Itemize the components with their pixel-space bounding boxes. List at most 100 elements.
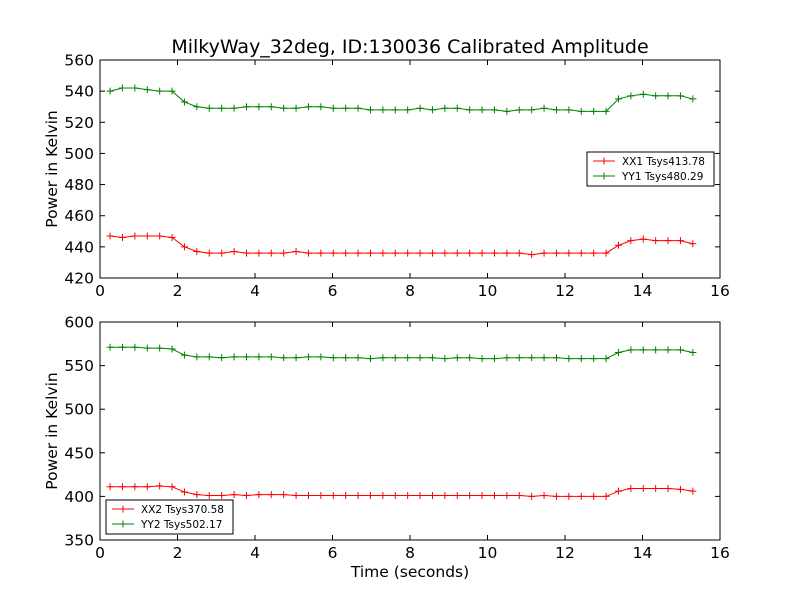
data-point — [515, 354, 523, 362]
data-point — [255, 249, 263, 257]
legend-label: XX2 Tsys370.58 — [141, 504, 224, 516]
data-point — [366, 492, 374, 500]
data-point — [515, 249, 523, 257]
data-point — [614, 95, 622, 103]
data-point — [528, 106, 536, 114]
data-point — [242, 492, 250, 500]
y-tick-label: 500 — [64, 145, 94, 163]
data-point — [441, 249, 449, 257]
data-point — [466, 354, 474, 362]
data-point — [379, 249, 387, 257]
data-point — [552, 249, 560, 257]
data-point — [205, 104, 213, 112]
data-point — [404, 354, 412, 362]
y-tick-label: 350 — [64, 532, 94, 550]
data-point — [168, 483, 176, 491]
data-point — [329, 354, 337, 362]
data-point — [106, 483, 114, 491]
data-point — [627, 485, 635, 493]
data-point — [168, 345, 176, 353]
x-tick-label: 10 — [478, 544, 498, 562]
data-point — [478, 492, 486, 500]
data-point — [329, 492, 337, 500]
data-point — [354, 249, 362, 257]
data-point — [342, 354, 350, 362]
data-point — [689, 95, 697, 103]
y-tick-label: 550 — [64, 357, 94, 375]
legend-box — [586, 151, 715, 187]
data-point — [168, 234, 176, 242]
data-point — [242, 353, 250, 361]
data-point — [453, 249, 461, 257]
y-tick-label: 420 — [64, 270, 94, 288]
data-point — [552, 106, 560, 114]
data-point — [602, 355, 610, 363]
data-point — [292, 492, 300, 500]
data-point — [131, 84, 139, 92]
data-point — [118, 483, 126, 491]
data-point — [428, 492, 436, 500]
x-tick-label: 16 — [710, 282, 730, 300]
data-point — [428, 106, 436, 114]
data-point — [193, 248, 201, 256]
legend-box — [105, 499, 234, 535]
data-point — [490, 106, 498, 114]
data-point — [441, 355, 449, 363]
x-tick-label: 4 — [250, 544, 260, 562]
data-point — [552, 492, 560, 500]
legend: XX2 Tsys370.58 YY2 Tsys502.17 — [105, 499, 234, 535]
x-tick-label: 8 — [405, 544, 415, 562]
data-point — [490, 249, 498, 257]
data-point — [267, 103, 275, 111]
data-point — [329, 249, 337, 257]
data-point — [614, 349, 622, 357]
data-point — [639, 485, 647, 493]
data-point — [156, 232, 164, 240]
data-point — [676, 346, 684, 354]
data-point — [242, 103, 250, 111]
y-tick-label: 600 — [64, 314, 94, 332]
data-point — [577, 355, 585, 363]
data-point — [106, 232, 114, 240]
data-point — [391, 492, 399, 500]
y-tick-label: 460 — [64, 207, 94, 225]
chart-title: MilkyWay_32deg, ID:130036 Calibrated Amp… — [171, 36, 648, 58]
data-point — [354, 354, 362, 362]
data-point — [478, 249, 486, 257]
legend: XX1 Tsys413.78 YY1 Tsys480.29 — [586, 151, 715, 187]
data-point — [304, 353, 312, 361]
data-point — [255, 353, 263, 361]
data-point — [118, 84, 126, 92]
data-point — [602, 492, 610, 500]
data-point — [131, 483, 139, 491]
data-point — [453, 104, 461, 112]
data-point — [565, 249, 573, 257]
data-point — [540, 249, 548, 257]
data-point — [280, 354, 288, 362]
data-point — [230, 353, 238, 361]
data-point — [143, 483, 151, 491]
data-point — [242, 249, 250, 257]
data-point — [689, 349, 697, 357]
data-point — [676, 92, 684, 100]
data-point — [156, 87, 164, 95]
y-tick-label: 400 — [64, 488, 94, 506]
data-point — [676, 237, 684, 245]
data-point — [565, 355, 573, 363]
data-point — [118, 234, 126, 242]
data-point — [280, 491, 288, 499]
y-tick-label: 520 — [64, 114, 94, 132]
data-point — [478, 106, 486, 114]
data-point — [205, 353, 213, 361]
data-point — [106, 343, 114, 351]
data-point — [528, 492, 536, 500]
data-point — [664, 346, 672, 354]
data-point — [652, 485, 660, 493]
data-point — [280, 104, 288, 112]
data-point — [689, 240, 697, 248]
data-point — [230, 104, 238, 112]
data-point — [652, 92, 660, 100]
data-point — [317, 249, 325, 257]
data-point — [404, 106, 412, 114]
data-point — [218, 492, 226, 500]
